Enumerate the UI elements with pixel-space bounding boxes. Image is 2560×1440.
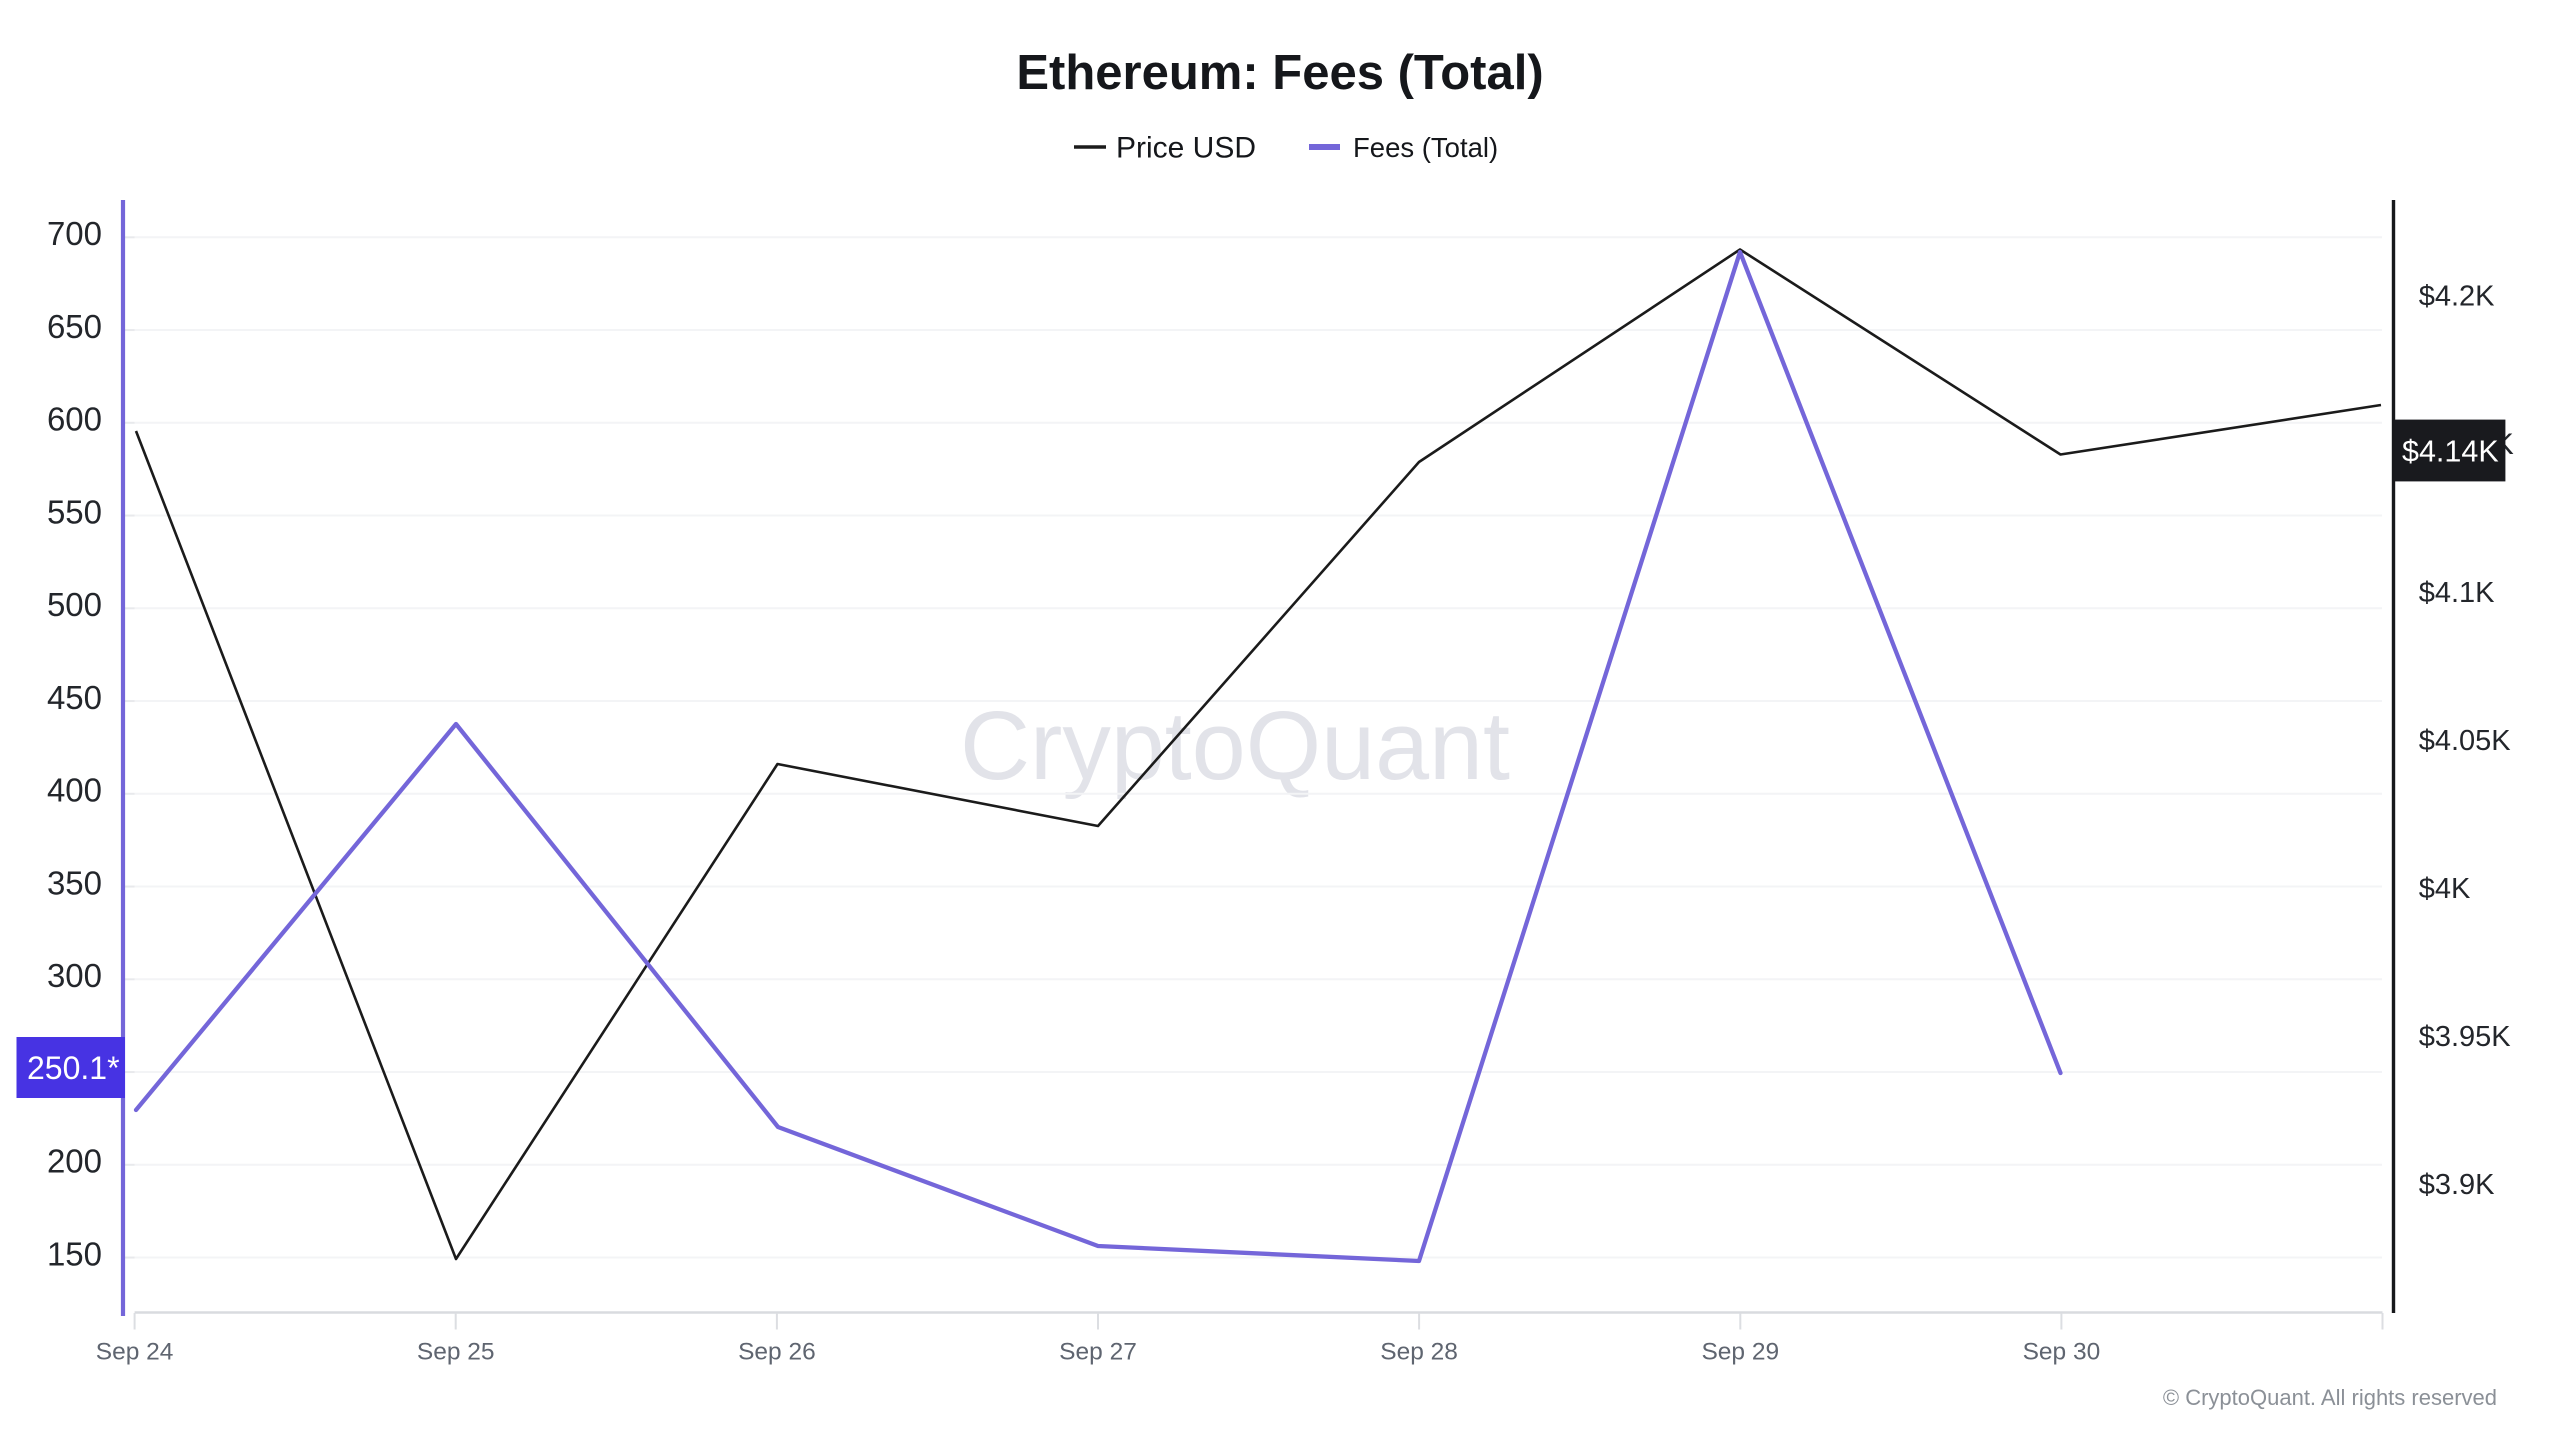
svg-text:Sep 29: Sep 29	[1701, 1338, 1779, 1365]
svg-text:600: 600	[47, 401, 102, 438]
svg-text:650: 650	[47, 308, 102, 345]
svg-text:Sep 24: Sep 24	[96, 1338, 174, 1365]
svg-text:CryptoQuant: CryptoQuant	[960, 691, 1510, 800]
svg-text:Ethereum: Fees (Total): Ethereum: Fees (Total)	[1016, 46, 1543, 100]
svg-text:150: 150	[47, 1235, 102, 1272]
svg-text:Sep 30: Sep 30	[2023, 1338, 2101, 1365]
svg-text:400: 400	[47, 772, 102, 809]
svg-text:Price USD: Price USD	[1116, 131, 1256, 164]
svg-text:© CryptoQuant. All rights rese: © CryptoQuant. All rights reserved	[2163, 1385, 2497, 1410]
svg-text:Sep 28: Sep 28	[1380, 1338, 1458, 1365]
svg-text:$4.14K: $4.14K	[2402, 434, 2499, 468]
svg-text:$4K: $4K	[2419, 873, 2471, 905]
svg-text:250.1*: 250.1*	[27, 1050, 120, 1086]
svg-text:$4.05K: $4.05K	[2419, 725, 2512, 757]
svg-text:450: 450	[47, 679, 102, 716]
svg-text:Sep 25: Sep 25	[417, 1338, 495, 1365]
svg-text:Sep 27: Sep 27	[1059, 1338, 1137, 1365]
svg-text:Sep 26: Sep 26	[738, 1338, 816, 1365]
svg-text:300: 300	[47, 957, 102, 994]
svg-text:200: 200	[47, 1143, 102, 1180]
svg-text:500: 500	[47, 586, 102, 623]
svg-text:$4.1K: $4.1K	[2419, 577, 2495, 609]
svg-text:350: 350	[47, 864, 102, 901]
svg-text:550: 550	[47, 493, 102, 530]
svg-text:$3.9K: $3.9K	[2419, 1169, 2495, 1201]
svg-text:$4.2K: $4.2K	[2419, 281, 2495, 313]
svg-text:Fees (Total): Fees (Total)	[1353, 132, 1498, 163]
svg-text:700: 700	[47, 215, 102, 252]
svg-text:$3.95K: $3.95K	[2419, 1021, 2512, 1053]
